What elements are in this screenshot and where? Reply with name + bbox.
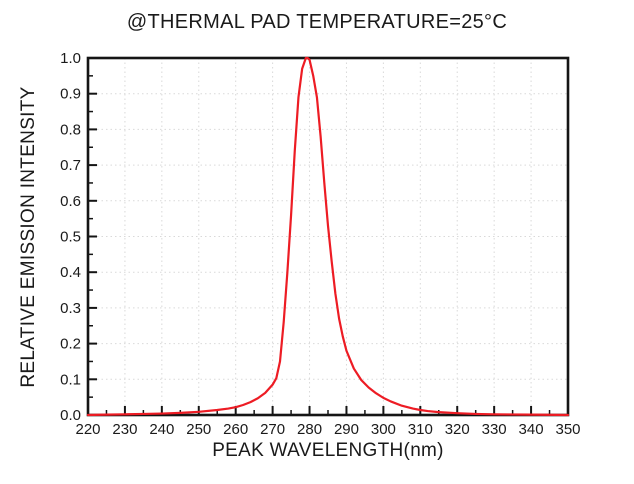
y-tick-label: 0.8	[60, 121, 81, 138]
y-tick-label: 0.2	[60, 336, 81, 353]
y-tick-label: 0.3	[60, 300, 81, 317]
x-tick-label: 260	[223, 421, 248, 438]
x-tick-label: 340	[519, 421, 544, 438]
y-tick-label: 0.7	[60, 157, 81, 174]
y-tick-label: 0.6	[60, 193, 81, 210]
y-tick-label: 0.5	[60, 229, 81, 246]
x-tick-label: 330	[482, 421, 507, 438]
x-tick-label: 230	[112, 421, 137, 438]
x-tick-label: 240	[149, 421, 174, 438]
x-axis-label: PEAK WAVELENGTH(nm)	[212, 440, 444, 461]
x-tick-label: 290	[334, 421, 359, 438]
x-tick-label: 220	[75, 421, 100, 438]
emission-curve	[86, 56, 570, 417]
x-tick-label: 280	[297, 421, 322, 438]
chart-title: @THERMAL PAD TEMPERATURE=25°C	[126, 11, 508, 33]
x-tick-label: 270	[260, 421, 285, 438]
x-tick-label: 350	[555, 421, 580, 438]
x-tick-label: 320	[445, 421, 470, 438]
y-tick-label: 0.1	[60, 371, 81, 388]
y-tick-label: 0.9	[60, 86, 81, 103]
y-tick-label: 0.0	[60, 407, 81, 424]
x-tick-label: 310	[408, 421, 433, 438]
x-tick-label: 300	[371, 421, 396, 438]
y-tick-label: 0.4	[60, 264, 81, 281]
y-tick-label: 1.0	[60, 50, 81, 67]
x-tick-label: 250	[186, 421, 211, 438]
plot-border	[86, 56, 570, 417]
